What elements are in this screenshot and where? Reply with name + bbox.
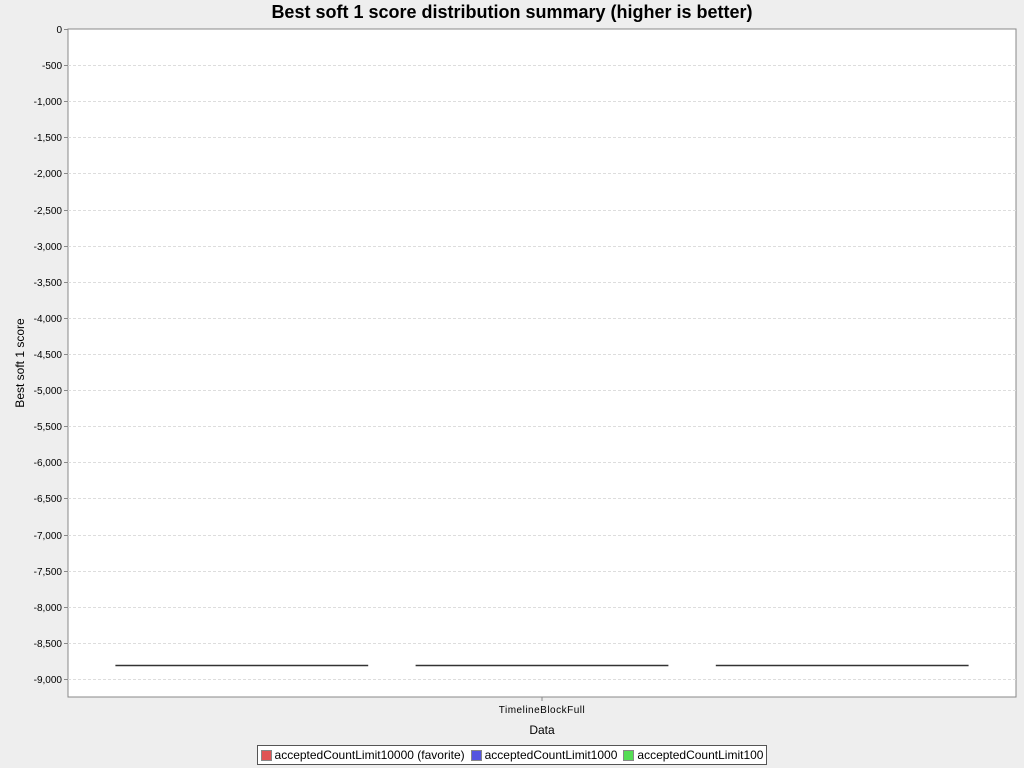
y-tick-label: -7,000: [34, 531, 63, 542]
y-tick-label: -9,000: [34, 675, 63, 686]
y-tick-label: -8,500: [34, 639, 63, 650]
plot-area: [67, 28, 1017, 698]
y-tick-label: -6,500: [34, 494, 63, 505]
y-tick-label: -3,000: [34, 242, 63, 253]
legend-swatch: [260, 749, 272, 761]
legend-item: acceptedCountLimit100: [623, 748, 763, 762]
x-axis-label: Data: [529, 723, 555, 737]
y-tick-label: 0: [56, 25, 62, 36]
y-tick-label: -5,500: [34, 422, 63, 433]
y-tick-label: -2,500: [34, 206, 63, 217]
y-tick-label: -3,500: [34, 278, 63, 289]
y-tick-label: -4,500: [34, 350, 63, 361]
chart-title: Best soft 1 score distribution summary (…: [271, 2, 753, 22]
x-tick-label: TimelineBlockFull: [499, 705, 585, 716]
y-tick-label: -1,500: [34, 133, 63, 144]
legend: acceptedCountLimit10000 (favorite) accept…: [0, 745, 1024, 765]
legend-label: acceptedCountLimit100: [637, 748, 764, 762]
y-tick-label: -1,000: [34, 97, 63, 108]
legend-item: acceptedCountLimit10000 (favorite): [260, 748, 465, 762]
y-tick-label: -2,000: [34, 169, 63, 180]
y-tick-label: -7,500: [34, 567, 63, 578]
legend-swatch: [470, 749, 482, 761]
legend-swatch: [623, 749, 635, 761]
legend-label: acceptedCountLimit10000 (favorite): [274, 748, 465, 762]
y-axis-label: Best soft 1 score: [13, 318, 27, 408]
y-tick-label: -6,000: [34, 458, 63, 469]
y-tick-label: -4,000: [34, 314, 63, 325]
legend-label: acceptedCountLimit1000: [484, 748, 618, 762]
y-tick-label: -500: [42, 61, 62, 72]
y-tick-label: -8,000: [34, 603, 63, 614]
legend-box: acceptedCountLimit10000 (favorite) accept…: [256, 745, 768, 765]
legend-item: acceptedCountLimit1000: [470, 748, 618, 762]
y-tick-label: -5,000: [34, 386, 63, 397]
